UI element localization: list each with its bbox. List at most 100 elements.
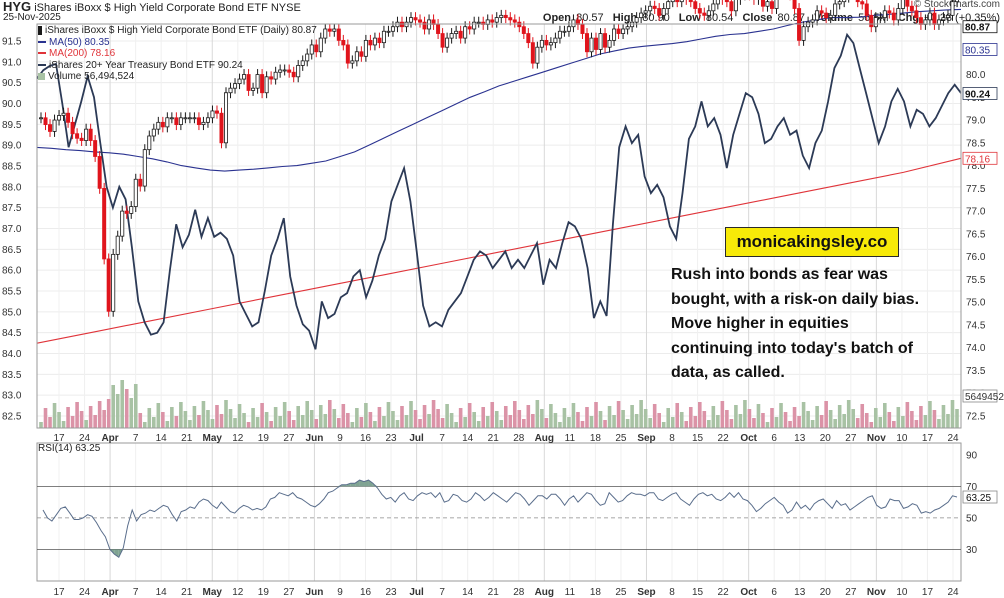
ma50-swatch [38,40,46,43]
x-tick-label: May [203,587,223,598]
volume-bar [806,411,810,428]
x-tick-label: 10 [896,433,908,444]
x-tick-label: Oct [740,587,757,598]
volume-bar [883,403,887,428]
candle-body [521,26,526,34]
candle-body [183,117,188,120]
volume-bar [210,419,215,428]
volume-bar [197,415,201,428]
volume-bar [431,400,436,428]
x-tick-label: 13 [794,587,806,598]
volume-bar [454,422,458,428]
volume-bar [138,413,143,428]
candle-body [377,37,382,44]
volume-bar [783,412,788,428]
price-tag [962,151,998,165]
volume-bar [490,402,495,428]
y-tick-label-left: 82.5 [2,412,22,423]
candle-body [354,51,359,62]
volume-bar [896,407,901,428]
volume-bar [860,404,865,428]
candle-body [93,140,98,157]
volume-bar [476,421,481,428]
candle-body [138,178,143,187]
x-tick-label: 24 [947,587,959,598]
volume-bar [156,403,161,428]
x-tick-label: 15 [692,587,704,598]
candle-body [535,46,540,64]
x-tick-label: 17 [53,433,65,444]
volume-bar [400,406,404,428]
volume-bar [115,394,120,428]
candle-body [115,235,120,255]
candle-body [133,178,138,207]
ma50-series [36,8,962,172]
candle-body [715,0,720,5]
candle-body [445,37,450,48]
x-tick-label: Jun [306,587,324,598]
candle-body [458,30,463,39]
volume-bar [540,409,544,428]
volume-bar [341,404,346,428]
candle-body [147,135,152,151]
volume-bar [273,407,278,428]
candle-body [810,19,815,23]
y-tick-label-right: 72.5 [966,412,986,423]
ma200-swatch [38,52,46,55]
volume-bar [616,401,621,428]
candle-body [679,0,684,3]
volume-bar [323,414,328,428]
y-tick-label-right: 74.0 [966,343,986,354]
volume-bar [887,412,892,428]
comment-line: bought, with a risk-on daily bias. [671,290,920,308]
candle-body [553,37,558,44]
volume-bar [585,407,589,428]
candle-body [381,30,386,44]
volume-bar [129,398,134,428]
volume-bar [260,403,264,428]
volume-bar [815,406,819,428]
candle-swatch [38,25,42,35]
candle-body [372,37,377,46]
volume-bar [526,405,531,428]
volume-bar [634,414,639,428]
candle-body [621,28,626,34]
volume-bar [499,420,504,428]
volume-bar [679,412,684,428]
volume-bar [413,410,418,428]
x-tick-label: 17 [53,587,65,598]
candle-body [706,10,711,16]
volume-bars [39,380,959,428]
candle-body [882,10,887,19]
x-tick-label: 23 [385,587,397,598]
y-tick-label-left: 86.5 [2,245,22,256]
volume-bar [161,412,165,428]
candle-body [652,5,657,9]
x-tick-label: 17 [922,587,934,598]
volume-bar [75,402,79,428]
candle-body [557,30,562,39]
y-tick-label-right: 77.5 [966,184,986,195]
volume-bar [418,419,422,428]
candle-body [409,17,414,23]
symbol-title: HYG iShares iBoxx $ High Yield Corporate… [3,0,301,14]
candle-body [472,21,477,30]
candle-body [413,17,418,21]
candle-body [386,30,391,33]
x-tick-label: 14 [156,587,168,598]
x-tick-label: 7 [439,433,445,444]
candle-body [625,26,630,30]
y-tick-label-left: 87.0 [2,224,22,235]
volume-bar [652,404,657,428]
volume-bar [711,406,716,428]
low-label: Low [678,12,701,24]
volume-bar [102,410,106,428]
volume-bar [152,417,156,428]
candle-body [837,1,842,5]
x-tick-label: 16 [360,433,372,444]
x-tick-label: 12 [232,587,244,598]
candle-body [697,8,702,14]
volume-bar [206,410,210,428]
x-tick-label: Jul [409,587,424,598]
volume-bar [106,399,111,428]
